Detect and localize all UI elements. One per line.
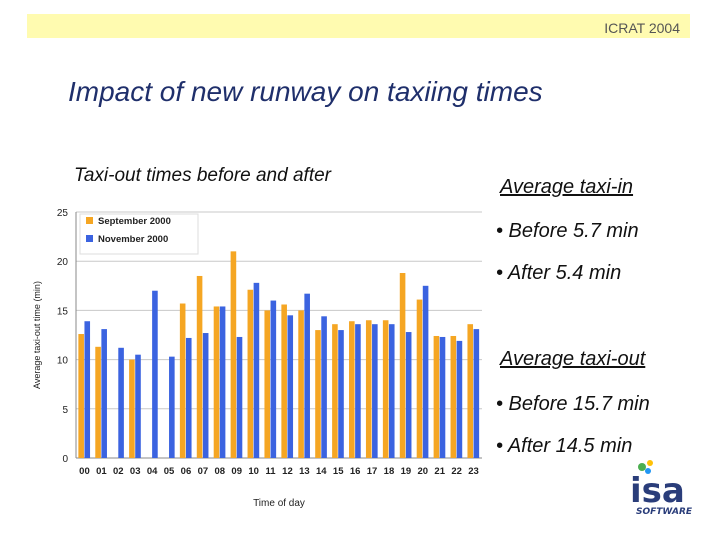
bar-september-20 [416,299,423,458]
logo-dot-blue [645,468,651,474]
bar-september-21 [433,335,440,458]
bar-september-13 [298,310,304,458]
x-tick-label: 23 [468,466,479,477]
conference-label: ICRAT 2004 [604,20,680,36]
bar-november-07 [202,333,209,458]
legend-entry: September 2000 [98,216,171,227]
legend-box [79,213,199,255]
x-tick-label: 03 [130,466,141,477]
logo-name: isa [630,471,685,511]
bar-november-09 [236,336,243,458]
bar-november-19 [405,332,412,458]
x-tick-label: 04 [147,466,158,477]
x-tick-label: 09 [231,466,242,477]
bar-november-10 [253,282,260,458]
bar-september-18 [382,320,389,458]
bar-september-19 [399,273,406,458]
bar-november-05 [169,356,175,458]
bar-november-22 [456,340,463,458]
x-tick-label: 05 [164,466,175,477]
bar-september-23 [467,324,474,458]
x-tick-label: 00 [79,466,90,477]
x-tick-label: 08 [215,466,226,477]
bar-november-08 [219,306,226,458]
logo-dot-yellow [647,460,653,466]
isa-software-logo: isa SOFTWARE [630,460,693,517]
bar-november-00 [84,321,91,458]
x-tick-label: 01 [96,466,107,477]
x-tick-label: 18 [384,466,395,477]
bar-september-10 [247,289,254,458]
logo-subtitle: SOFTWARE [636,507,693,517]
bar-november-17 [372,324,378,458]
x-tick-label: 17 [367,466,378,477]
taxi-in-heading: Average taxi-in [500,176,634,198]
bar-november-14 [321,316,327,458]
x-tick-label: 19 [401,466,412,477]
bar-november-11 [270,300,277,458]
bar-september-22 [450,335,457,458]
x-tick-label: 16 [350,466,361,477]
bar-september-00 [78,334,84,458]
x-tick-label: 12 [282,466,293,477]
x-tick-label: 15 [333,466,344,477]
bar-november-04 [152,290,158,458]
y-tick-label: 5 [62,405,68,416]
x-tick-label: 10 [248,466,259,477]
legend-entry: November 2000 [98,234,168,245]
x-tick-label: 14 [316,466,327,477]
y-tick-label: 0 [62,454,68,465]
bar-september-06 [179,303,186,458]
bar-november-13 [304,293,310,458]
slide-title: Impact of new runway on taxiing times [68,76,543,107]
bar-november-15 [338,330,344,458]
x-tick-label: 21 [434,466,445,477]
x-tick-label: 11 [266,466,277,477]
bar-november-02 [118,347,124,458]
bar-september-08 [213,306,220,458]
x-tick-label: 20 [418,466,429,477]
taxi-out-after: • After 14.5 min [496,435,633,457]
y-tick-label: 10 [57,356,69,367]
x-tick-label: 13 [299,466,310,477]
taxi-out-heading: Average taxi-out [500,348,646,370]
x-tick-label: 22 [451,466,462,477]
bar-september-14 [315,330,321,458]
bar-september-15 [332,324,338,458]
bar-september-09 [230,251,237,458]
bar-september-11 [264,310,271,458]
y-axis-label: Average taxi-out time (min) [32,281,42,389]
x-tick-label: 02 [113,466,124,477]
bar-november-03 [135,354,141,458]
legend-swatch [86,217,93,224]
taxi-out-before: • Before 15.7 min [496,393,650,415]
y-tick-label: 15 [57,306,69,317]
bar-november-12 [287,315,294,458]
bar-november-20 [422,285,429,458]
bar-november-06 [185,337,192,458]
bar-september-03 [129,359,135,458]
taxi-in-before: • Before 5.7 min [496,220,639,242]
x-tick-label: 06 [181,466,192,477]
bar-november-01 [101,329,107,458]
y-tick-label: 25 [57,208,69,219]
bar-november-23 [473,329,480,458]
header-bar [27,14,690,38]
bar-september-01 [95,346,101,458]
bar-september-07 [196,275,203,458]
logo-dot-green [638,463,646,471]
bar-november-18 [388,324,395,458]
bar-november-21 [439,336,446,458]
bar-september-12 [281,304,287,458]
y-tick-label: 20 [57,257,69,268]
bar-november-16 [355,324,361,458]
bar-september-16 [349,321,355,458]
bar-september-17 [365,320,372,458]
x-axis-label: Time of day [253,498,305,509]
legend-swatch [86,235,93,242]
taxi-in-after: • After 5.4 min [496,262,622,284]
x-tick-label: 07 [198,466,209,477]
chart-caption: Taxi-out times before and after [74,165,331,186]
